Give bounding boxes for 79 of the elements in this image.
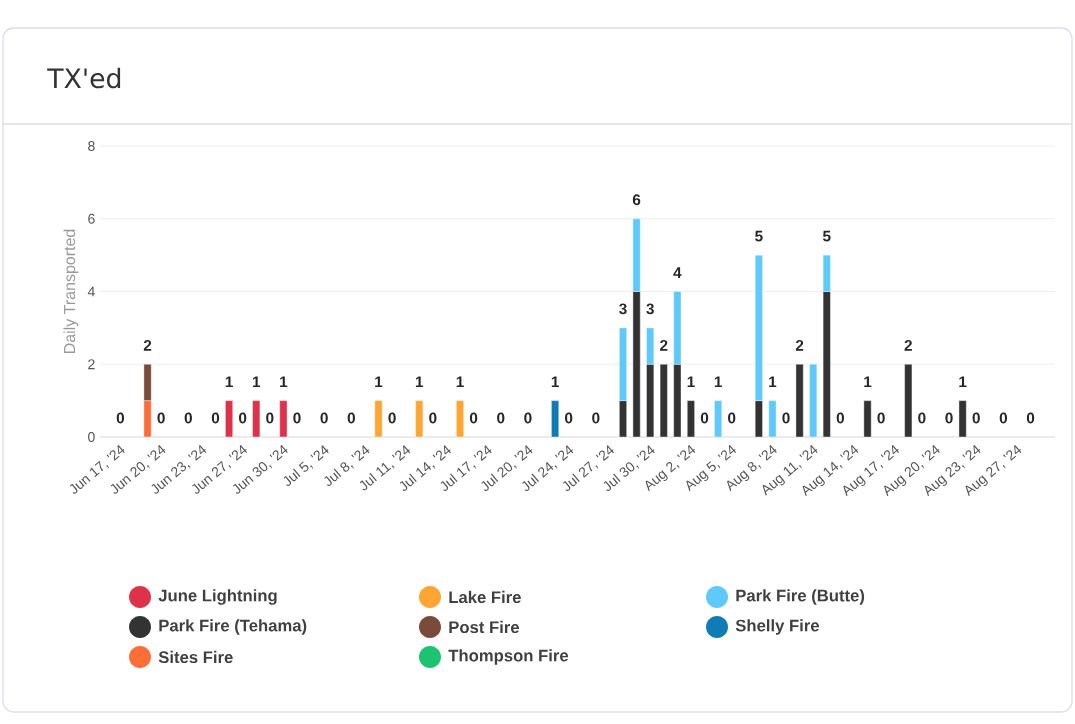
- total-label: 3: [646, 303, 654, 315]
- chart-title: TX'ed: [47, 67, 121, 89]
- total-label: 0: [320, 412, 328, 424]
- total-label: 0: [116, 412, 125, 424]
- bar: [279, 400, 288, 438]
- y-tick-label: 6: [88, 213, 95, 224]
- bar: [415, 400, 424, 438]
- y-tick-label: 2: [88, 359, 95, 370]
- total-label: 0: [469, 412, 478, 424]
- total-label: 0: [836, 412, 844, 424]
- total-label: 0: [429, 412, 437, 424]
- total-label: 2: [904, 339, 912, 351]
- total-label: 1: [687, 376, 695, 388]
- legend-label: Lake Fire: [449, 590, 521, 604]
- total-label: 0: [782, 412, 790, 424]
- total-label: 5: [823, 230, 831, 242]
- total-label: 0: [293, 412, 301, 424]
- total-label: 1: [456, 376, 464, 388]
- bar: [659, 364, 668, 438]
- total-label: 2: [795, 339, 804, 351]
- y-tick-label: 0: [88, 432, 95, 442]
- total-label: 4: [673, 267, 682, 278]
- total-label: 2: [143, 339, 152, 351]
- total-label: 0: [918, 412, 926, 424]
- total-label: 1: [225, 376, 233, 388]
- total-label: 0: [945, 412, 953, 424]
- total-label: 0: [347, 412, 355, 424]
- total-label: 0: [184, 412, 192, 424]
- total-label: 0: [1026, 412, 1035, 424]
- total-label: 1: [959, 376, 967, 388]
- total-label: 2: [660, 339, 668, 351]
- total-label: 0: [388, 412, 396, 424]
- bar: [958, 400, 967, 438]
- total-label: 1: [415, 376, 424, 388]
- total-label: 0: [238, 412, 247, 424]
- bar: [456, 400, 464, 438]
- total-label: 0: [972, 412, 980, 424]
- bar: [863, 400, 872, 438]
- legend-label: Park Fire (Butte): [736, 589, 865, 605]
- total-label: 1: [551, 376, 559, 388]
- total-label: 5: [755, 230, 763, 242]
- bar: [809, 364, 818, 438]
- legend-label: Park Fire (Tehama): [159, 619, 307, 635]
- total-label: 6: [632, 194, 641, 206]
- total-label: 1: [864, 376, 872, 388]
- bar: [768, 400, 777, 438]
- bar: [687, 400, 695, 438]
- legend-label: Sites Fire: [158, 650, 233, 664]
- bar: [252, 400, 261, 438]
- total-label: 1: [714, 376, 722, 388]
- total-label: 0: [700, 412, 709, 424]
- bar: [225, 400, 233, 438]
- total-label: 1: [280, 376, 288, 388]
- total-label: 0: [565, 412, 573, 424]
- total-label: 1: [375, 376, 383, 388]
- total-label: 0: [592, 412, 600, 424]
- bar: [714, 400, 722, 438]
- total-label: 0: [211, 412, 220, 424]
- legend-label: Shelly Fire: [735, 619, 819, 635]
- total-label: 1: [769, 376, 777, 388]
- bar: [904, 364, 913, 438]
- y-tick-label: 8: [88, 141, 95, 151]
- y-tick-label: 4: [87, 286, 95, 297]
- total-label: 0: [266, 412, 274, 424]
- total-label: 0: [728, 412, 736, 424]
- total-label: 1: [252, 376, 261, 388]
- legend-label: Post Fire: [449, 620, 519, 634]
- bar: [551, 400, 559, 438]
- y-axis-title: Daily Transported: [63, 229, 79, 354]
- bar: [795, 364, 804, 438]
- total-label: 0: [497, 412, 505, 424]
- total-label: 0: [157, 412, 165, 424]
- bar: [374, 400, 383, 438]
- total-label: 0: [999, 412, 1008, 424]
- total-label: 0: [524, 412, 532, 424]
- legend-label: Thompson Fire: [448, 649, 569, 665]
- total-label: 3: [619, 303, 627, 315]
- total-label: 0: [877, 412, 885, 424]
- legend-label: June Lightning: [158, 589, 277, 605]
